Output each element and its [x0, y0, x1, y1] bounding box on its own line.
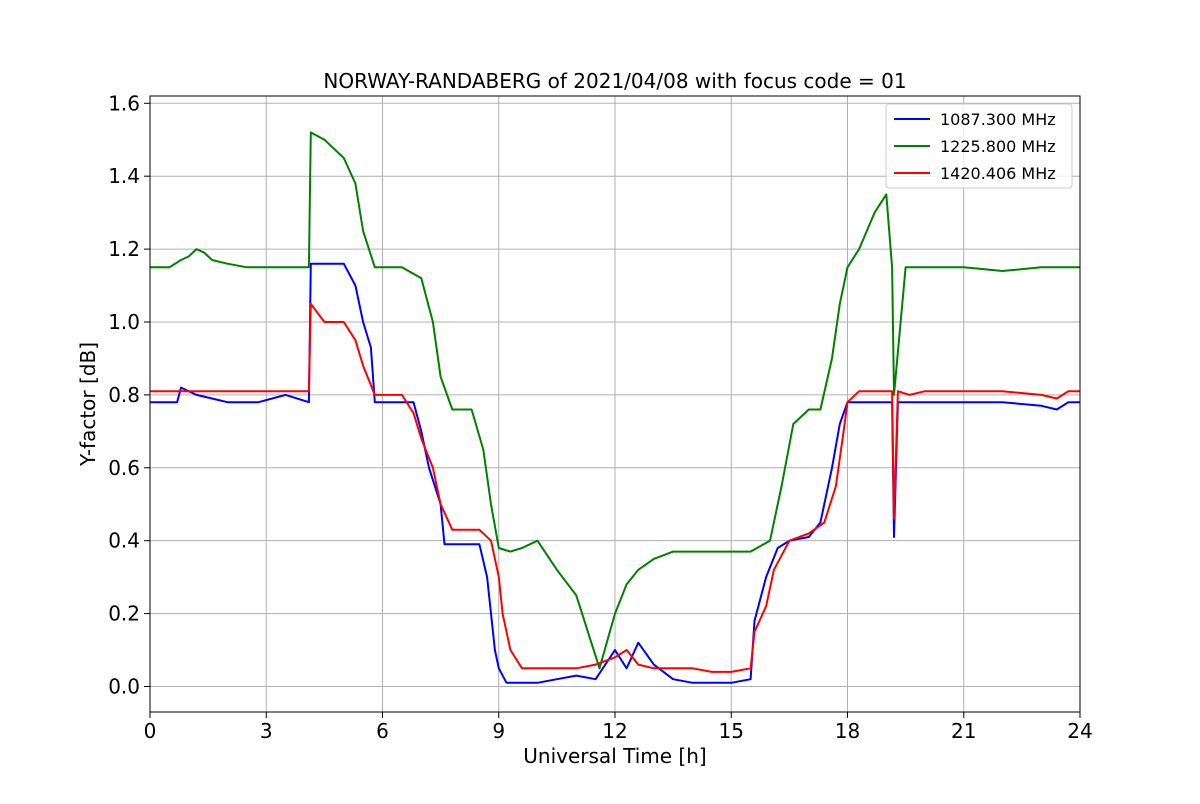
y-tick-label: 1.2 [108, 237, 140, 261]
y-tick-label: 1.0 [108, 310, 140, 334]
legend: 1087.300 MHz 1225.800 MHz 1420.406 MHz [885, 103, 1073, 189]
legend-box [885, 103, 1073, 189]
grid [149, 96, 1081, 712]
x-tick-label: 24 [1067, 719, 1092, 743]
legend-label: 1225.800 MHz [940, 137, 1056, 156]
y-tick-label: 0.6 [108, 456, 140, 480]
y-tick-label: 1.4 [108, 164, 140, 188]
series-line-1 [150, 262, 1080, 684]
y-tick-label: 0.0 [108, 674, 140, 698]
x-tick-label: 18 [835, 719, 860, 743]
x-tick-label: 0 [144, 719, 157, 743]
legend-label: 1087.300 MHz [940, 110, 1056, 129]
series-line-2 [150, 131, 1080, 670]
x-tick-label: 15 [719, 719, 744, 743]
plot-area [150, 131, 1080, 684]
axis-ticks: 0 3 6 9 12 15 18 21 24 0.0 0.2 0.4 0.6 0.8 1.0 1.2 1.4 1.… [108, 91, 1093, 743]
x-tick-label: 12 [602, 719, 627, 743]
y-tick-label: 1.6 [108, 91, 140, 115]
y-axis-label: Y-factor [dB] [76, 342, 100, 467]
x-axis-label: Universal Time [h] [523, 744, 706, 768]
x-tick-label: 21 [951, 719, 976, 743]
y-tick-label: 0.4 [108, 529, 140, 553]
series-line-3 [150, 302, 1080, 673]
x-tick-label: 6 [376, 719, 389, 743]
chart-title: NORWAY-RANDABERG of 2021/04/08 with focu… [323, 69, 906, 93]
y-tick-label: 0.2 [108, 602, 140, 626]
y-tick-label: 0.8 [108, 383, 140, 407]
x-tick-label: 9 [492, 719, 505, 743]
x-tick-label: 3 [260, 719, 273, 743]
legend-label: 1420.406 MHz [940, 164, 1056, 183]
